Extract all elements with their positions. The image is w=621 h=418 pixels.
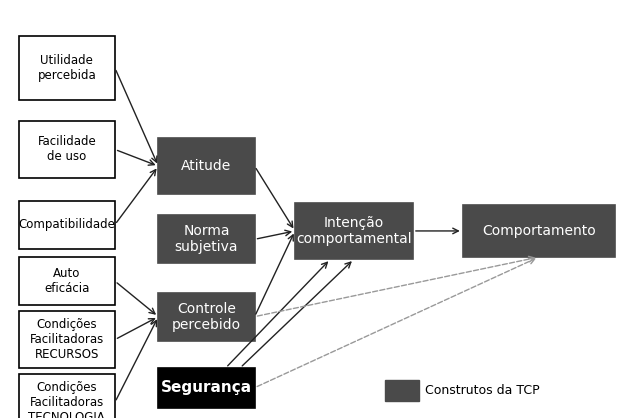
Text: Controle
percebido: Controle percebido [172,301,241,332]
Text: Auto
eficácia: Auto eficácia [44,267,89,295]
FancyBboxPatch shape [158,368,255,408]
FancyBboxPatch shape [158,215,255,263]
Text: Condições
Facilitadoras
TECNOLOGIA: Condições Facilitadoras TECNOLOGIA [29,381,105,418]
FancyBboxPatch shape [295,203,413,259]
FancyBboxPatch shape [19,374,115,418]
Text: Norma
subjetiva: Norma subjetiva [175,224,238,255]
FancyBboxPatch shape [158,138,255,194]
FancyBboxPatch shape [385,380,419,401]
FancyBboxPatch shape [158,293,255,341]
Text: Condições
Facilitadoras
RECURSOS: Condições Facilitadoras RECURSOS [30,318,104,361]
Text: Segurança: Segurança [161,380,252,395]
FancyBboxPatch shape [19,311,115,368]
Text: Construtos da TCP: Construtos da TCP [425,384,540,398]
FancyBboxPatch shape [19,201,115,249]
Text: Compatibilidade: Compatibilidade [19,218,115,231]
Text: Utilidade
percebida: Utilidade percebida [37,54,96,82]
FancyBboxPatch shape [19,121,115,178]
Text: Facilidade
de uso: Facilidade de uso [37,135,96,163]
FancyBboxPatch shape [19,36,115,100]
FancyBboxPatch shape [19,257,115,305]
Text: Intenção
comportamental: Intenção comportamental [296,216,412,246]
Text: Comportamento: Comportamento [482,224,596,238]
Text: Atitude: Atitude [181,159,232,173]
FancyBboxPatch shape [463,205,615,257]
